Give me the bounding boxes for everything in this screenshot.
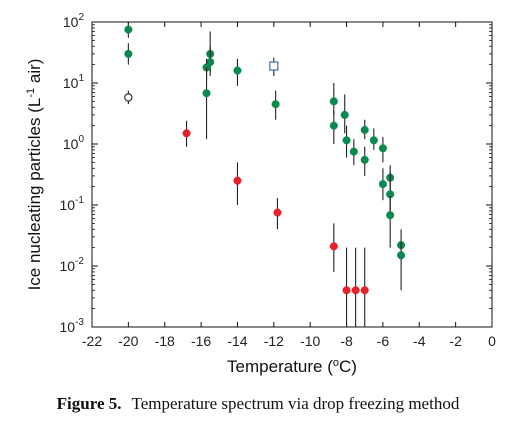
data-point [342, 286, 351, 295]
y-axis-label: Ice nucleating particles (L-1 air) [25, 59, 44, 291]
x-tick-label: -12 [264, 333, 284, 349]
y-tick-label: 101 [63, 73, 85, 91]
x-axis-label: Temperature (oC) [227, 357, 357, 376]
x-tick-label: 0 [488, 333, 496, 349]
x-tick-label: -18 [155, 333, 175, 349]
y-tick-label: 10-2 [60, 256, 85, 274]
data-point [386, 211, 395, 220]
x-tick-label: -10 [300, 333, 320, 349]
figure-caption-text: Temperature spectrum via drop freezing m… [131, 394, 460, 413]
plot-frame [91, 21, 493, 328]
data-point [271, 100, 280, 109]
data-point [124, 25, 133, 34]
x-tick-label: -6 [377, 333, 390, 349]
data-point [340, 110, 349, 119]
data-point [124, 93, 133, 102]
data-point [369, 136, 378, 145]
x-tick-label: -8 [340, 333, 353, 349]
y-tick-label: 10-3 [60, 317, 85, 335]
chart: Ice nucleating particles (L-1 air) -22 -2… [25, 12, 497, 376]
data-point [329, 242, 338, 251]
x-axis-label-group: Temperature (oC) [227, 357, 357, 376]
data-point [360, 286, 369, 295]
x-tick-label: -16 [191, 333, 211, 349]
data-point [124, 49, 133, 58]
x-tick-label: -14 [227, 333, 247, 349]
data-point [397, 251, 406, 260]
figure-number: Figure 5. [56, 394, 122, 413]
data-point [378, 144, 387, 153]
data-point [233, 176, 242, 185]
data-point [378, 180, 387, 189]
data-point [360, 155, 369, 164]
x-tick-label: -4 [413, 333, 426, 349]
data-point [182, 129, 191, 138]
y-tick-label: 10-1 [60, 195, 85, 213]
x-tick-label: -22 [82, 333, 102, 349]
data-point [202, 89, 211, 98]
figure-caption: Figure 5. Temperature spectrum via drop f… [0, 394, 516, 414]
data-point [273, 208, 282, 217]
data-point [329, 121, 338, 130]
data-point [349, 147, 358, 156]
y-tick-label: 100 [63, 134, 85, 152]
data-point [233, 66, 242, 75]
data-point [342, 136, 351, 145]
y-tick-label: 102 [63, 12, 85, 30]
data-point [329, 97, 338, 106]
x-tick-label: -20 [118, 333, 138, 349]
data-point [351, 286, 360, 295]
x-tick-label: -2 [449, 333, 462, 349]
data-point [269, 61, 279, 71]
plot-area: -22 -20 -18 -16 -14 -12 -10 -8 -6 -4 -2 010-310-210… [60, 12, 497, 349]
y-axis-label-group: Ice nucleating particles (L-1 air) [25, 59, 44, 291]
data-point [360, 125, 369, 134]
